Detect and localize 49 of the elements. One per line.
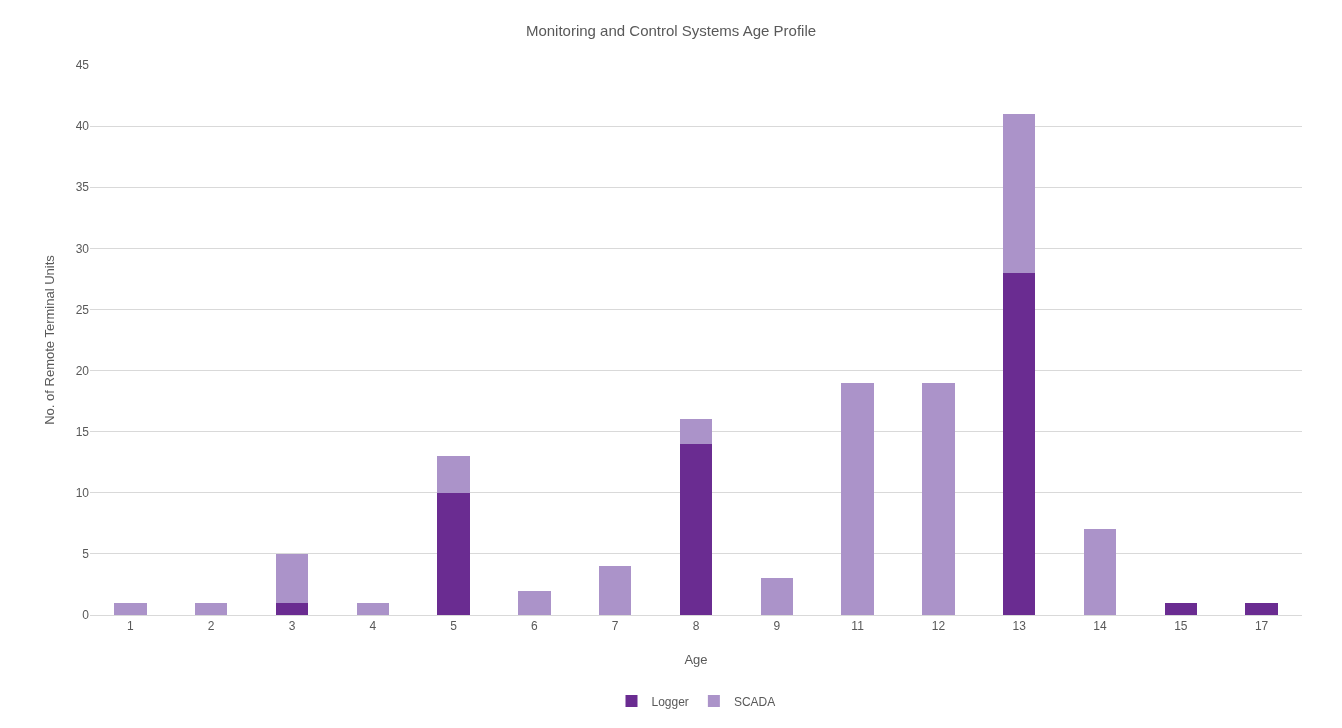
bar (518, 590, 551, 615)
bar (1245, 602, 1278, 615)
y-tick-label: 15 (75, 424, 90, 439)
y-tick-label: 35 (75, 180, 90, 195)
x-tick-label: 9 (773, 619, 781, 634)
y-tick-label: 40 (75, 119, 90, 134)
x-tick-label: 4 (369, 619, 377, 634)
bar (114, 602, 147, 615)
x-tick-label: 17 (1254, 619, 1269, 634)
x-tick-label: 5 (450, 619, 458, 634)
y-tick-label: 30 (75, 241, 90, 256)
x-tick-label: 6 (531, 619, 539, 634)
y-tick-label: 45 (75, 58, 90, 73)
x-tick-label: 11 (851, 619, 865, 634)
x-tick-label: 1 (127, 619, 135, 634)
y-tick-label: 10 (75, 485, 90, 500)
bar (599, 566, 632, 615)
x-tick-label: 15 (1174, 619, 1188, 634)
y-axis-title: No. of Remote Terminal Units (42, 254, 57, 425)
x-tick-label: 8 (692, 619, 700, 634)
bar (679, 443, 713, 615)
bar (1003, 272, 1036, 615)
x-tick-label: 12 (931, 619, 946, 634)
bar (437, 456, 470, 493)
bar (1003, 113, 1036, 273)
x-axis-title: Age (684, 652, 708, 667)
bar (195, 602, 228, 615)
bar (275, 553, 309, 603)
bar (841, 382, 874, 615)
x-tick-label: 2 (207, 619, 215, 634)
y-tick-label: 25 (75, 302, 90, 317)
y-tick-label: 0 (82, 608, 90, 623)
bar (760, 578, 793, 615)
legend-label: Logger (651, 694, 689, 709)
y-tick-label: 20 (75, 363, 90, 378)
bar (356, 602, 389, 615)
legend-label: SCADA (733, 694, 776, 709)
bar (275, 602, 309, 615)
x-tick-label: 14 (1093, 619, 1107, 634)
x-tick-label: 7 (611, 619, 619, 634)
bar (1164, 602, 1197, 615)
bar (922, 382, 955, 615)
chart-title: Monitoring and Control Systems Age Profile (525, 21, 817, 39)
x-tick-label: 13 (1012, 619, 1027, 634)
x-tick-label: 3 (288, 619, 296, 634)
bar (437, 492, 470, 615)
y-tick-label: 5 (82, 547, 90, 562)
bar (679, 419, 713, 444)
bar (1083, 529, 1117, 615)
